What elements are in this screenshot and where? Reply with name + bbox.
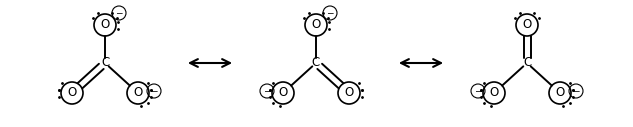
Text: O: O [67, 86, 77, 99]
Text: O: O [311, 19, 321, 31]
Text: −: − [150, 86, 158, 96]
Text: O: O [101, 19, 110, 31]
Text: O: O [134, 86, 142, 99]
Text: −: − [263, 86, 271, 96]
Text: C: C [523, 57, 531, 69]
Text: O: O [344, 86, 354, 99]
Text: O: O [555, 86, 565, 99]
Text: −: − [474, 86, 482, 96]
Text: −: − [572, 86, 580, 96]
Text: C: C [101, 57, 109, 69]
Text: O: O [279, 86, 287, 99]
Text: −: − [326, 9, 334, 18]
Text: O: O [489, 86, 499, 99]
Text: −: − [115, 9, 123, 18]
Text: O: O [522, 19, 532, 31]
Text: C: C [312, 57, 320, 69]
